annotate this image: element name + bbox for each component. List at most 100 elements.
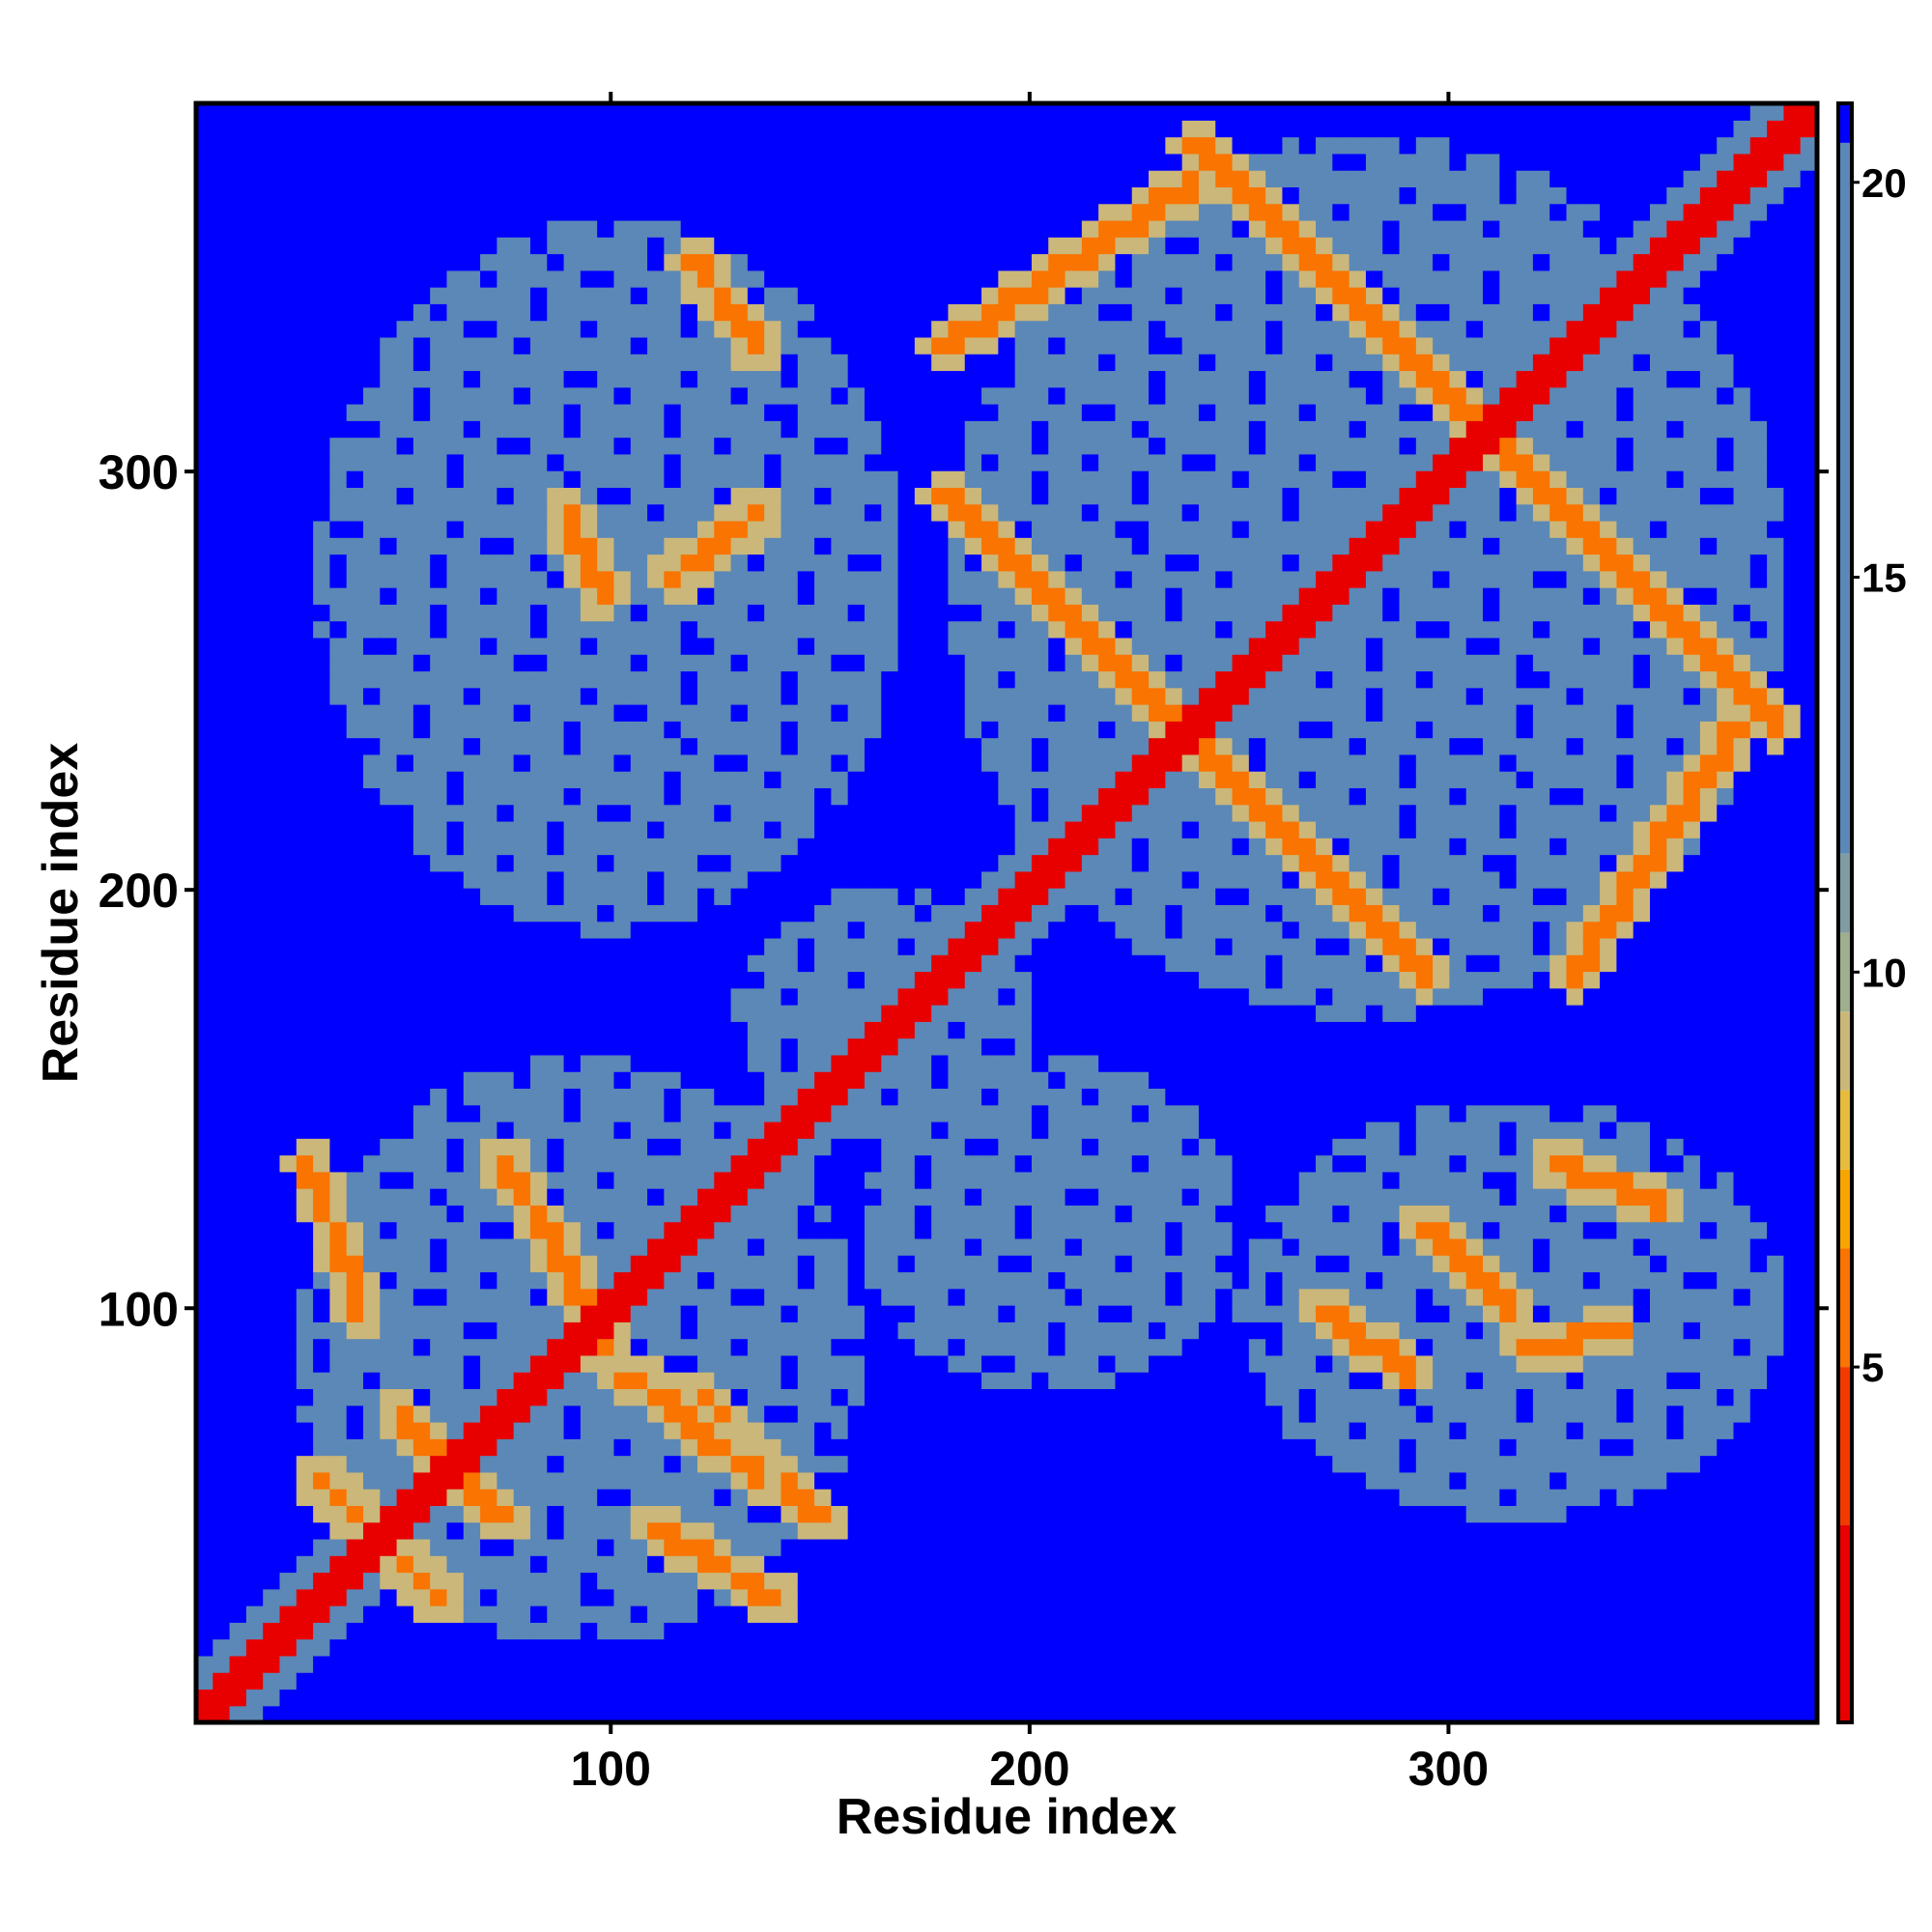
heatmap-cell bbox=[714, 537, 732, 555]
heatmap-cell bbox=[396, 1689, 414, 1707]
heatmap-cell bbox=[380, 1005, 398, 1022]
heatmap-cell bbox=[914, 1255, 932, 1273]
heatmap-cell bbox=[630, 470, 648, 488]
heatmap-cell bbox=[313, 170, 330, 187]
heatmap-cell bbox=[480, 1538, 497, 1556]
heatmap-cell bbox=[747, 604, 765, 622]
heatmap-cell bbox=[196, 1438, 213, 1457]
heatmap-cell bbox=[547, 1588, 565, 1606]
heatmap-cell bbox=[897, 270, 916, 288]
heatmap-cell bbox=[1014, 270, 1033, 288]
heatmap-cell bbox=[580, 1572, 598, 1590]
heatmap-cell bbox=[730, 687, 749, 705]
heatmap-cell bbox=[245, 704, 264, 722]
heatmap-cell bbox=[714, 787, 732, 806]
heatmap-cell bbox=[831, 1455, 849, 1473]
heatmap-cell bbox=[497, 1321, 515, 1340]
heatmap-cell bbox=[497, 620, 515, 639]
heatmap-cell bbox=[931, 637, 950, 655]
heatmap-cell bbox=[580, 1505, 598, 1523]
heatmap-cell bbox=[346, 1005, 364, 1022]
heatmap-cell bbox=[897, 620, 916, 639]
heatmap-cell bbox=[362, 170, 381, 187]
heatmap-cell bbox=[597, 470, 615, 488]
heatmap-cell bbox=[847, 503, 866, 522]
heatmap-cell bbox=[329, 1689, 348, 1707]
heatmap-cell bbox=[446, 1071, 465, 1090]
heatmap-cell bbox=[430, 787, 448, 806]
heatmap-cell bbox=[781, 1054, 799, 1072]
heatmap-cell bbox=[730, 904, 749, 923]
heatmap-cell bbox=[664, 687, 682, 705]
heatmap-cell bbox=[931, 854, 950, 872]
heatmap-cell bbox=[664, 1372, 682, 1390]
heatmap-cell bbox=[362, 219, 381, 238]
heatmap-cell bbox=[529, 1672, 548, 1690]
heatmap-cell bbox=[446, 1138, 465, 1156]
heatmap-cell bbox=[897, 1705, 916, 1723]
heatmap-cell bbox=[730, 287, 749, 304]
heatmap-cell bbox=[998, 1455, 1016, 1473]
heatmap-cell bbox=[446, 620, 465, 639]
heatmap-cell bbox=[831, 1705, 849, 1723]
heatmap-cell bbox=[714, 1237, 732, 1256]
heatmap-cell bbox=[914, 704, 932, 722]
heatmap-cell bbox=[446, 587, 465, 605]
heatmap-cell bbox=[696, 136, 715, 155]
heatmap-cell bbox=[764, 503, 782, 522]
heatmap-cell bbox=[814, 103, 832, 121]
heatmap-cell bbox=[196, 1455, 213, 1473]
heatmap-cell bbox=[329, 587, 348, 605]
heatmap-cell bbox=[396, 987, 414, 1006]
heatmap-cell bbox=[362, 1121, 381, 1139]
heatmap-cell bbox=[396, 420, 414, 439]
heatmap-cell bbox=[881, 136, 899, 155]
heatmap-cell bbox=[696, 804, 715, 822]
heatmap-cell bbox=[1031, 654, 1049, 672]
heatmap-cell bbox=[396, 336, 414, 355]
heatmap-cell bbox=[664, 404, 682, 421]
heatmap-cell bbox=[547, 1338, 565, 1356]
heatmap-cell bbox=[296, 787, 314, 806]
heatmap-cell bbox=[547, 1321, 565, 1340]
heatmap-cell bbox=[396, 386, 414, 405]
heatmap-cell bbox=[597, 1037, 615, 1056]
heatmap-cell bbox=[597, 1154, 615, 1173]
heatmap-cell bbox=[412, 1638, 431, 1657]
heatmap-cell bbox=[229, 1104, 247, 1122]
heatmap-cell bbox=[897, 237, 916, 255]
heatmap-cell bbox=[630, 1638, 648, 1657]
heatmap-cell bbox=[480, 1421, 497, 1439]
heatmap-cell bbox=[396, 1588, 414, 1606]
heatmap-cell bbox=[263, 1188, 281, 1206]
heatmap-cell bbox=[797, 1471, 815, 1490]
heatmap-cell bbox=[881, 721, 899, 739]
heatmap-cell bbox=[764, 1121, 782, 1139]
heatmap-cell bbox=[931, 737, 950, 755]
heatmap-cell bbox=[647, 1104, 665, 1122]
heatmap-cell bbox=[329, 1521, 348, 1540]
heatmap-cell bbox=[313, 637, 330, 655]
heatmap-cell bbox=[547, 1655, 565, 1673]
heatmap-cell bbox=[897, 771, 916, 789]
heatmap-cell bbox=[664, 971, 682, 989]
heatmap-cell bbox=[664, 520, 682, 538]
heatmap-cell bbox=[263, 1305, 281, 1322]
heatmap-cell bbox=[296, 820, 314, 838]
heatmap-cell bbox=[1031, 704, 1049, 722]
heatmap-cell bbox=[580, 1121, 598, 1139]
heatmap-cell bbox=[196, 470, 213, 488]
heatmap-cell bbox=[781, 1505, 799, 1523]
heatmap-cell bbox=[547, 1672, 565, 1690]
heatmap-cell bbox=[613, 237, 632, 255]
heatmap-cell bbox=[396, 1521, 414, 1540]
heatmap-cell bbox=[396, 721, 414, 739]
heatmap-cell bbox=[529, 1171, 548, 1189]
heatmap-cell bbox=[630, 287, 648, 304]
heatmap-cell bbox=[897, 820, 916, 838]
heatmap-cell bbox=[296, 1538, 314, 1556]
heatmap-cell bbox=[213, 704, 231, 722]
heatmap-cell bbox=[446, 987, 465, 1006]
heatmap-cell bbox=[897, 753, 916, 772]
heatmap-cell bbox=[547, 470, 565, 488]
